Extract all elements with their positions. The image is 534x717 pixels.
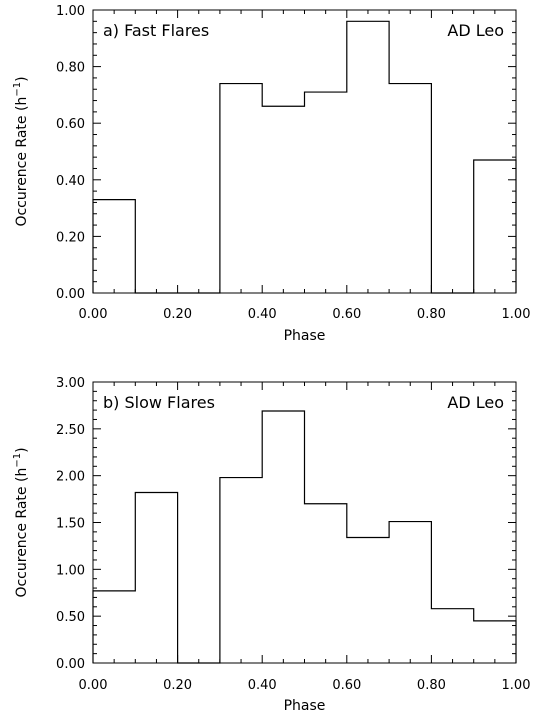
x-tick-label: 0.80 xyxy=(417,678,446,693)
y-tick-label: 0.00 xyxy=(56,287,85,302)
x-tick-label: 0.20 xyxy=(163,307,192,322)
y-tick-label: 1.00 xyxy=(56,4,85,19)
x-tick-label: 0.40 xyxy=(248,307,277,322)
x-tick-label: 0.80 xyxy=(417,307,446,322)
y-tick-label: 0.60 xyxy=(56,117,85,132)
panel-b: 0.00 0.20 0.40 0.60 0.80 1.00 0.00 0.50 1.00 1.50… xyxy=(12,376,530,714)
x-tick-label: 0.00 xyxy=(79,678,108,693)
panel-title: b) Slow Flares xyxy=(103,393,215,412)
histogram-bin-3 xyxy=(220,84,262,293)
y-tick-label: 0.20 xyxy=(56,230,85,245)
y-tick-label: 0.00 xyxy=(56,657,85,672)
y-tick-label: 1.00 xyxy=(56,563,85,578)
histogram-line xyxy=(92,410,517,664)
histogram-bin-5 xyxy=(305,504,347,663)
x-tick-label: 0.60 xyxy=(332,307,361,322)
y-tick-label: 2.00 xyxy=(56,470,85,485)
y-axis-label: Occurence Rate (h−1) xyxy=(12,447,30,597)
x-tick-label: 0.60 xyxy=(332,678,361,693)
x-tick-label: 0.20 xyxy=(163,678,192,693)
histogram-bin-9 xyxy=(474,621,516,663)
histogram-bin-4 xyxy=(262,411,304,663)
histogram-bin-0 xyxy=(93,591,135,663)
histogram-bin-7 xyxy=(389,84,431,293)
x-axis-label: Phase xyxy=(284,698,326,714)
panel-title: a) Fast Flares xyxy=(103,21,209,40)
histogram-bin-5 xyxy=(305,92,347,293)
x-axis-label: Phase xyxy=(284,328,326,344)
histogram-bin-4 xyxy=(262,106,304,293)
histogram-bin-7 xyxy=(389,522,431,663)
x-tick-label: 0.00 xyxy=(79,307,108,322)
y-tick-label: 0.80 xyxy=(56,61,85,76)
panel-a: 0.00 0.20 0.40 0.60 0.80 1.00 0.00 0.20 0.40 0.60… xyxy=(12,4,530,344)
histogram-bin-8 xyxy=(431,609,473,663)
y-tick-label: 1.50 xyxy=(56,517,85,532)
y-tick-label: 0.50 xyxy=(56,610,85,625)
histogram-line xyxy=(92,20,517,294)
histogram-bin-1 xyxy=(135,493,177,663)
y-tick-label: 3.00 xyxy=(56,376,85,391)
x-tick-label: 1.00 xyxy=(502,307,531,322)
panel-annotation: AD Leo xyxy=(447,21,504,40)
histogram-bin-9 xyxy=(474,160,516,293)
panel-annotation: AD Leo xyxy=(447,393,504,412)
y-tick-label: 2.50 xyxy=(56,423,85,438)
x-tick-label: 1.00 xyxy=(502,678,531,693)
x-tick-label: 0.40 xyxy=(248,678,277,693)
y-axis-label: Occurence Rate (h−1) xyxy=(12,76,30,226)
histogram-bin-6 xyxy=(347,21,389,293)
histogram-bin-0 xyxy=(93,200,135,293)
histogram-bin-6 xyxy=(347,537,389,663)
histogram-bin-3 xyxy=(220,478,262,663)
y-tick-label: 0.40 xyxy=(56,174,85,189)
